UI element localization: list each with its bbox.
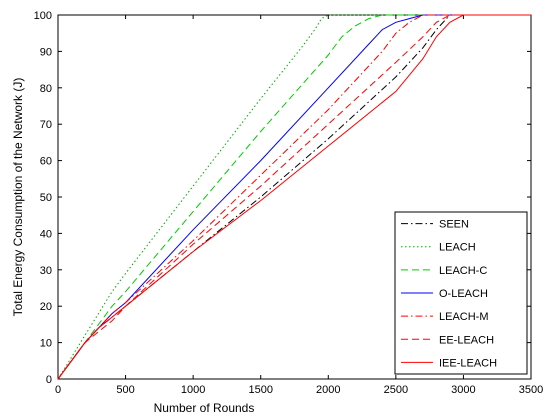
series-group [57,14,531,380]
x-tick-label: 1000 [181,384,205,396]
y-tick-label: 40 [40,228,52,240]
y-tick-label: 80 [40,83,52,95]
y-axis-label: Total Energy Consumption of the Network … [11,78,25,317]
y-tick-label: 70 [40,119,52,131]
legend-label: LEACH-C [439,265,487,277]
y-tick-label: 0 [46,374,52,386]
legend-label: IEE-LEACH [439,357,497,369]
legend-label: LEACH-M [439,311,489,323]
x-tick-label: 3500 [519,384,543,396]
axes: 0 500 1000 1500 2000 2500 3000 3500 0 10 20 30 40 50 6… [34,10,544,396]
y-tick-label: 90 [40,46,52,58]
legend: SEEN LEACH LEACH-C O-LEACH LEACH-M EE-LEACH IE… [394,211,528,375]
y-tick-label: 100 [34,10,52,22]
x-tick-label: 3000 [451,384,475,396]
x-axis-label: Number of Rounds [154,401,255,415]
legend-label: EE-LEACH [439,334,494,346]
x-tick-label: 2000 [316,384,340,396]
x-tick-label: 500 [116,384,134,396]
y-tick-label: 50 [40,192,52,204]
x-tick-label: 0 [55,384,61,396]
legend-label: SEEN [439,219,469,231]
y-tick-label: 10 [40,338,52,350]
y-tick-label: 60 [40,156,52,168]
series-line-iee-leach [57,14,531,380]
y-tick-label: 20 [40,301,52,313]
legend-label: O-LEACH [439,288,488,300]
x-tick-label: 1500 [248,384,272,396]
y-tick-label: 30 [40,265,52,277]
x-tick-label: 2500 [384,384,408,396]
legend-label: LEACH [439,242,476,254]
